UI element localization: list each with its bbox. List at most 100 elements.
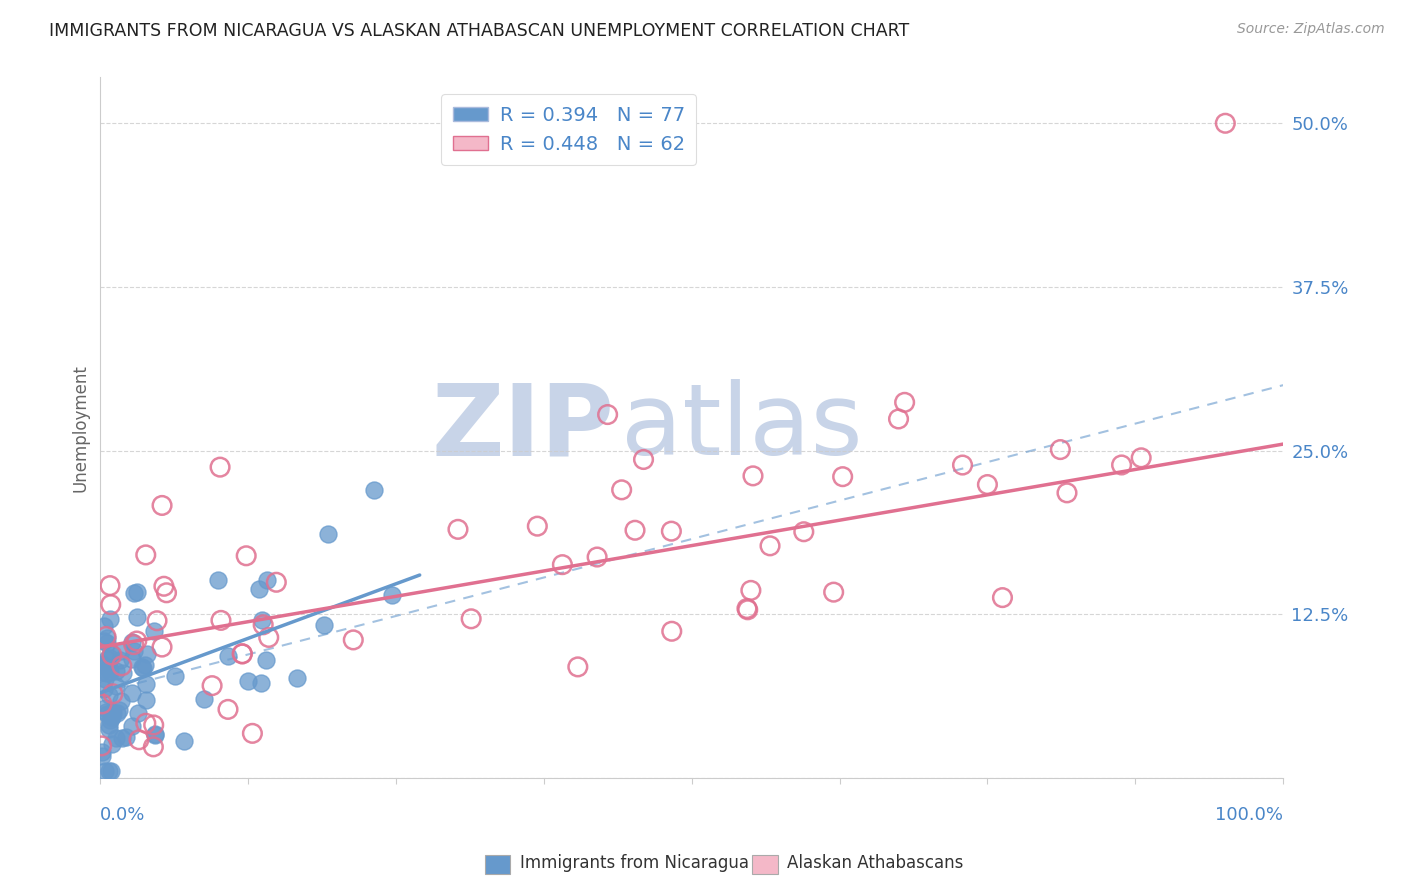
- Point: [121, 652, 143, 666]
- Point: [131, 660, 153, 674]
- Point: [256, 573, 278, 587]
- Point: [759, 539, 782, 553]
- Point: [96, 707, 118, 722]
- Point: [96, 635, 118, 649]
- Point: [952, 458, 974, 472]
- Point: [249, 582, 271, 596]
- Point: [135, 693, 157, 707]
- Point: [165, 669, 187, 683]
- Point: [1130, 450, 1153, 465]
- Point: [447, 522, 470, 536]
- Point: [91, 697, 114, 711]
- Point: [318, 527, 340, 541]
- Text: Alaskan Athabascans: Alaskan Athabascans: [787, 855, 963, 872]
- Point: [135, 716, 157, 731]
- Point: [90, 657, 112, 671]
- Point: [193, 692, 215, 706]
- Point: [98, 764, 121, 779]
- Point: [1213, 116, 1236, 130]
- Point: [633, 452, 655, 467]
- Point: [567, 660, 589, 674]
- Point: [381, 588, 404, 602]
- Point: [90, 665, 112, 679]
- Point: [742, 468, 765, 483]
- Point: [551, 558, 574, 572]
- Point: [90, 745, 112, 759]
- Point: [740, 583, 762, 598]
- Point: [103, 706, 125, 721]
- Point: [93, 681, 115, 696]
- Point: [128, 732, 150, 747]
- Point: [150, 640, 173, 654]
- Point: [217, 702, 239, 716]
- Point: [121, 686, 143, 700]
- Point: [661, 524, 683, 538]
- Point: [100, 646, 122, 660]
- Point: [610, 483, 633, 497]
- Point: [586, 549, 609, 564]
- Point: [146, 614, 169, 628]
- Point: [96, 631, 118, 645]
- Point: [124, 644, 146, 658]
- Point: [887, 412, 910, 426]
- Point: [231, 647, 253, 661]
- Point: [97, 723, 120, 737]
- Point: [363, 483, 385, 497]
- Point: [122, 638, 145, 652]
- Point: [624, 523, 647, 537]
- Point: [143, 726, 166, 740]
- Point: [526, 519, 548, 533]
- Point: [209, 460, 232, 475]
- Point: [105, 664, 128, 678]
- Point: [93, 633, 115, 648]
- Point: [314, 618, 336, 632]
- Point: [201, 679, 224, 693]
- Point: [460, 612, 482, 626]
- Point: [257, 631, 280, 645]
- Point: [91, 748, 114, 763]
- Point: [207, 573, 229, 587]
- Point: [1049, 442, 1071, 457]
- Point: [893, 395, 915, 409]
- Text: Source: ZipAtlas.com: Source: ZipAtlas.com: [1237, 22, 1385, 37]
- Point: [142, 718, 165, 732]
- Point: [94, 764, 117, 779]
- Point: [125, 610, 148, 624]
- Point: [231, 647, 253, 661]
- Point: [254, 653, 277, 667]
- Point: [94, 705, 117, 719]
- Point: [127, 706, 149, 720]
- Point: [976, 477, 998, 491]
- Point: [110, 694, 132, 708]
- Point: [90, 657, 112, 672]
- Point: [132, 661, 155, 675]
- Point: [252, 617, 274, 632]
- Point: [101, 648, 124, 662]
- Point: [111, 731, 134, 745]
- Point: [96, 651, 118, 665]
- Point: [242, 726, 264, 740]
- Point: [155, 586, 177, 600]
- Point: [101, 709, 124, 723]
- Point: [100, 598, 122, 612]
- Point: [124, 585, 146, 599]
- Point: [661, 624, 683, 639]
- Point: [209, 613, 232, 627]
- Point: [112, 665, 135, 680]
- Point: [94, 672, 117, 686]
- Point: [101, 737, 124, 751]
- Point: [98, 713, 121, 727]
- Point: [142, 624, 165, 638]
- Point: [1111, 458, 1133, 472]
- Legend: R = 0.394   N = 77, R = 0.448   N = 62: R = 0.394 N = 77, R = 0.448 N = 62: [441, 95, 696, 165]
- Point: [249, 675, 271, 690]
- Point: [1056, 486, 1078, 500]
- Point: [217, 648, 239, 663]
- Point: [100, 705, 122, 719]
- Point: [342, 632, 364, 647]
- Point: [93, 619, 115, 633]
- Point: [96, 666, 118, 681]
- Text: 0.0%: 0.0%: [100, 806, 146, 824]
- Point: [793, 524, 815, 539]
- Point: [97, 688, 120, 702]
